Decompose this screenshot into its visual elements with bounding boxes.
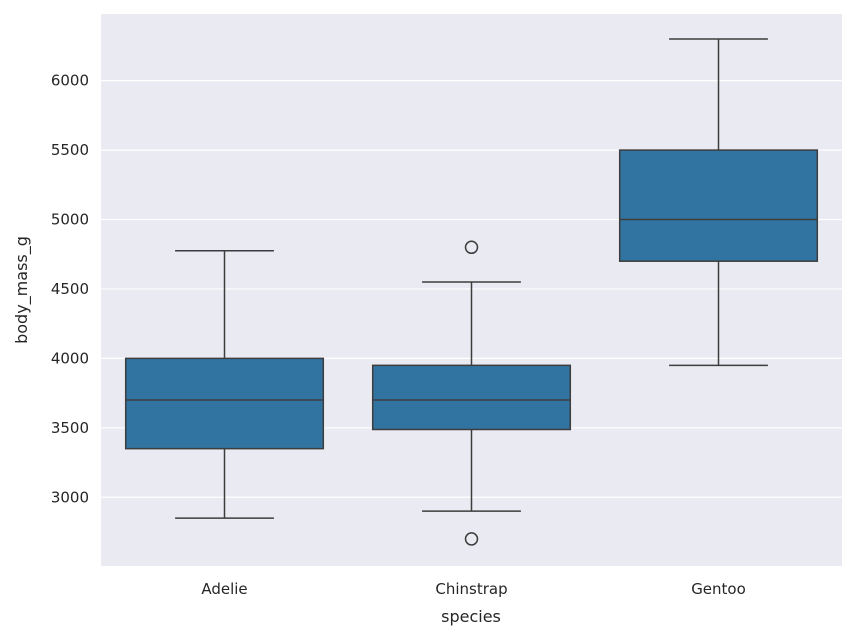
box-gentoo	[618, 38, 819, 367]
y-tick-labels: 3000 3500 4000 4500 5000 5500 6000	[51, 72, 89, 507]
x-tick-labels: Adelie Chinstrap Gentoo	[201, 580, 745, 598]
y-tick-label-4000: 4000	[51, 349, 89, 367]
y-tick-label-3500: 3500	[51, 419, 89, 437]
iqr-box-chinstrap	[371, 364, 572, 431]
y-tick-label-5000: 5000	[51, 211, 89, 229]
x-tick-label-adelie: Adelie	[201, 580, 247, 598]
y-tick-label-4500: 4500	[51, 280, 89, 298]
iqr-box-adelie	[124, 357, 325, 450]
boxes	[124, 38, 819, 546]
y-axis-label: body_mass_g	[12, 236, 32, 344]
y-tick-label-6000: 6000	[51, 72, 89, 90]
box-chinstrap	[371, 240, 572, 546]
iqr-box-gentoo	[618, 149, 819, 262]
y-tick-label-3000: 3000	[51, 488, 89, 506]
x-tick-label-chinstrap: Chinstrap	[435, 580, 507, 598]
box-adelie	[124, 250, 325, 519]
y-tick-label-5500: 5500	[51, 141, 89, 159]
x-axis-label: species	[441, 607, 501, 626]
x-tick-label-gentoo: Gentoo	[691, 580, 746, 598]
outlier-chinstrap-0	[464, 240, 479, 255]
outlier-chinstrap-1	[464, 532, 479, 546]
